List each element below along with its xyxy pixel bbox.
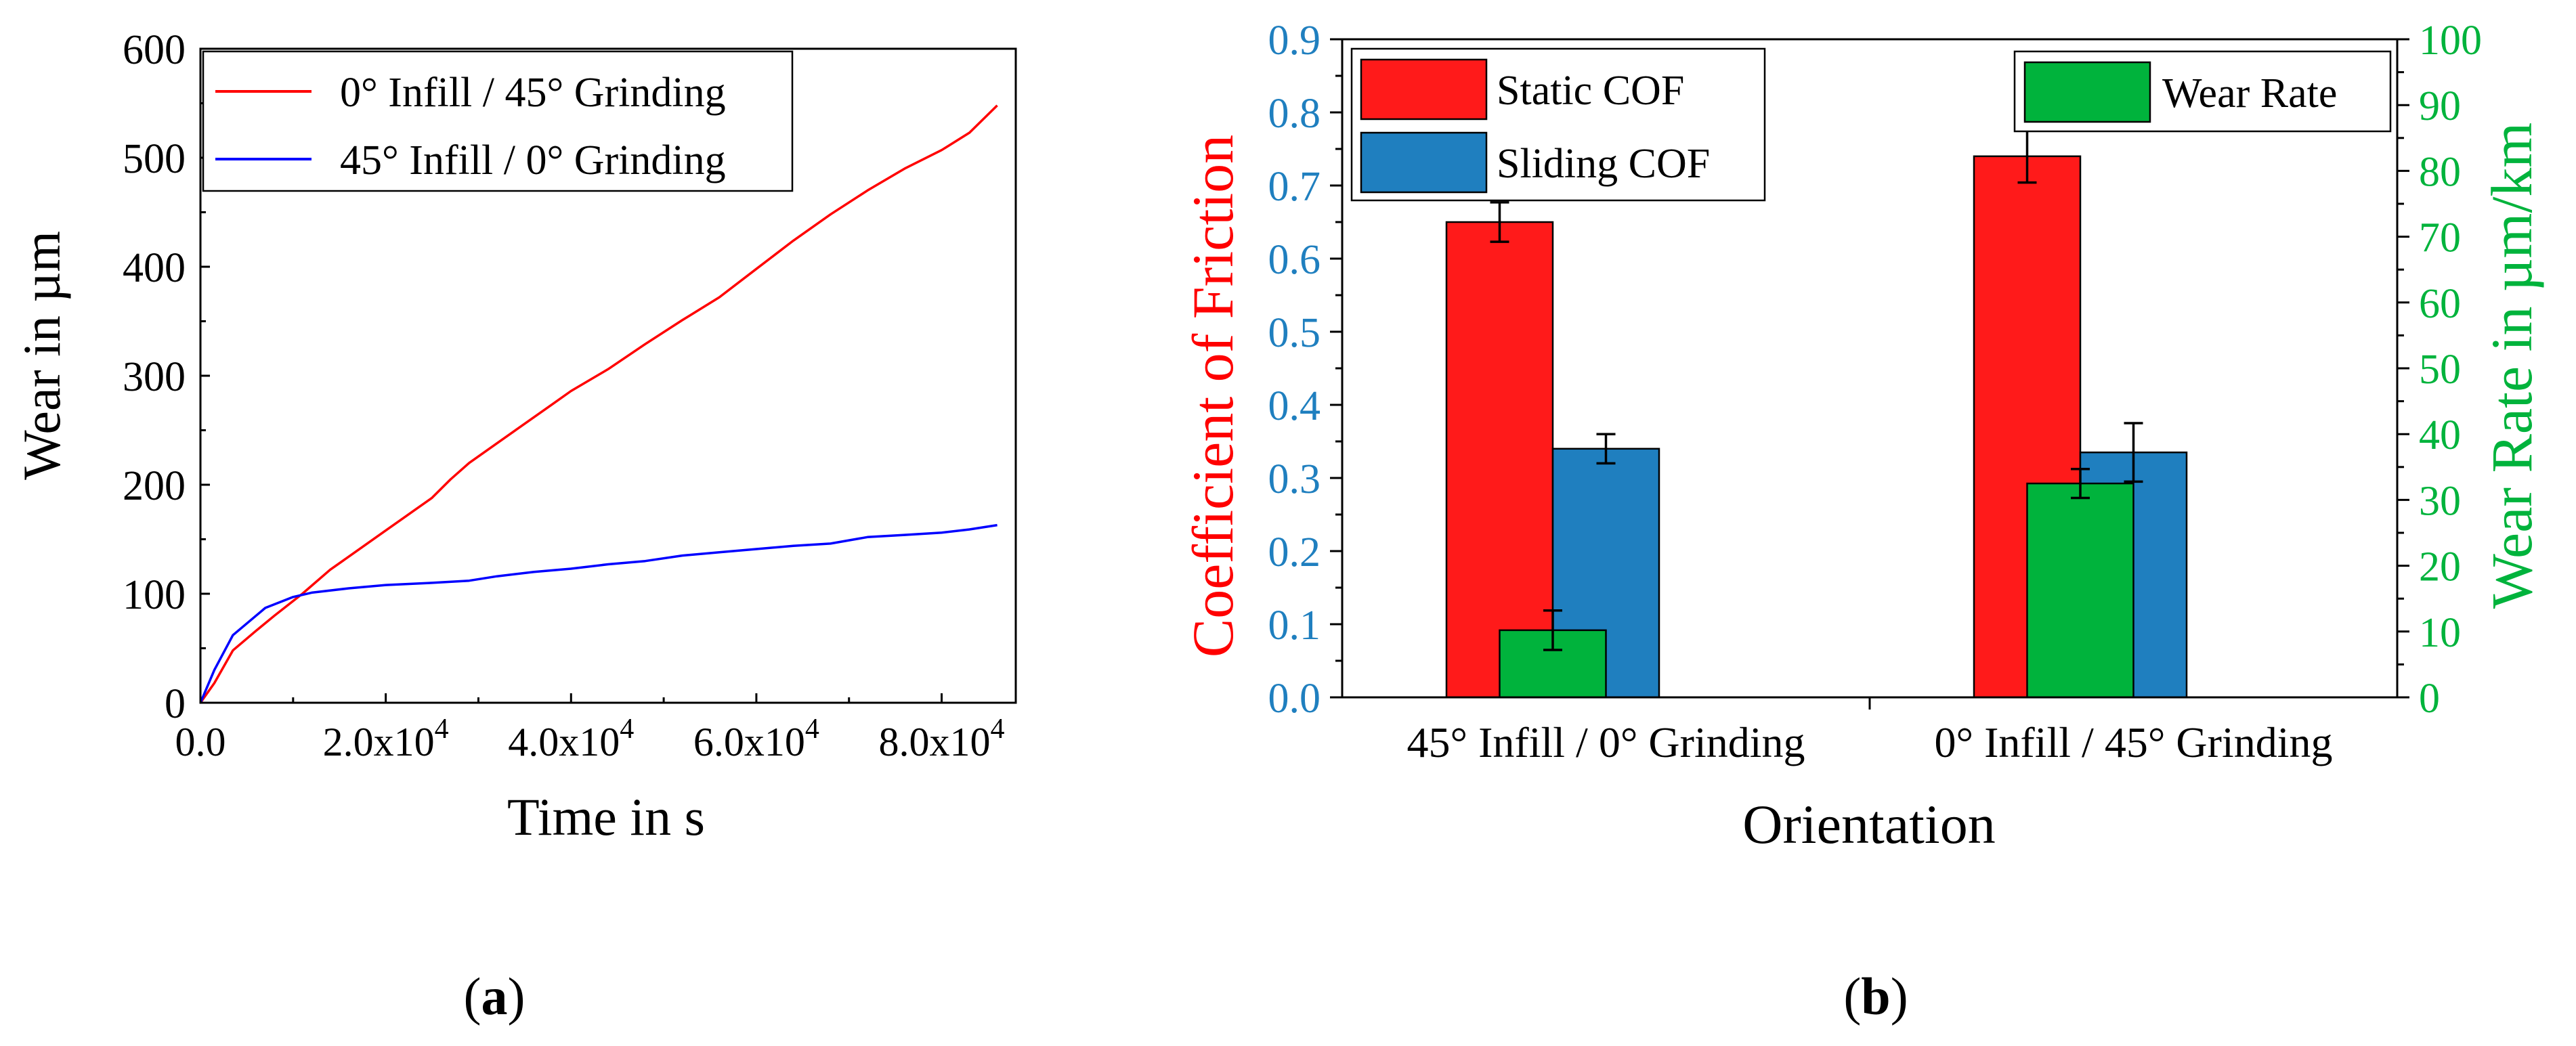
panel-b-left-y-axis-label: Coefficient of Friction — [1180, 135, 1245, 657]
panel-a-label: (a) — [464, 967, 525, 1026]
panel-a-x-tick-label: 4.0x104 — [508, 714, 634, 764]
panel-a-y-tick-label: 400 — [123, 245, 186, 291]
panel-a-series-line-1 — [199, 104, 998, 704]
panel-b-right-y-tick-label: 30 — [2419, 478, 2461, 524]
panel-a-y-tick-label: 100 — [123, 572, 186, 618]
panel-a-x-ticks: 0.0 2.0x104 4.0x104 6.0x104 8.0x104 — [175, 693, 1005, 764]
panel-b-right-y-tick-label: 0 — [2419, 676, 2440, 722]
panel-a-series-line-2 — [199, 523, 997, 703]
panel-b-right-y-tick-label: 20 — [2419, 544, 2461, 590]
panel-b-right-y-tick-label: 90 — [2419, 83, 2461, 129]
panel-b-legend-swatch-wear — [2023, 61, 2151, 123]
panel-b-legend-swatch-static — [1360, 58, 1488, 121]
panel-a-x-tick-label: 8.0x104 — [879, 714, 1005, 764]
panel-b-x-ticks: 45° Infill / 0° Grinding 0° Infill / 45° … — [1407, 697, 2333, 766]
panel-a-y-tick-label: 200 — [123, 463, 186, 509]
panel-b-legend-cof: Static COF Sliding COF — [1350, 47, 1766, 202]
panel-b-left-y-tick-label: 0.1 — [1268, 603, 1321, 649]
panel-b-bar-wear-2 — [2026, 482, 2134, 699]
panel-b-legend-swatch-sliding — [1360, 131, 1488, 194]
panel-a-line-chart: 0.0 2.0x104 4.0x104 6.0x104 8.0x104 01002003… — [12, 27, 1017, 1026]
panel-a-x-tick-label: 0.0 — [175, 720, 226, 764]
panel-b-right-y-tick-label: 40 — [2419, 412, 2461, 458]
panel-b-right-y-tick-label: 60 — [2419, 281, 2461, 327]
panel-b-bar-chart: 45° Infill / 0° Grinding 0° Infill / 45° … — [1180, 18, 2544, 1026]
panel-b-right-y-tick-label: 10 — [2419, 610, 2461, 656]
panel-a-x-tick-exponent: 4 — [620, 714, 634, 745]
panel-a-x-tick-mantissa: 0.0 — [175, 720, 226, 764]
panel-a-x-axis-label: Time in s — [507, 787, 705, 846]
panel-b-plot-area — [1445, 129, 2188, 699]
panel-a-y-tick-label: 500 — [123, 136, 186, 182]
panel-a-y-tick-label: 600 — [123, 27, 186, 73]
panel-a-legend-label-2: 45° Infill / 0° Grinding — [340, 137, 726, 183]
panel-a-legend-box — [202, 50, 794, 192]
panel-b-left-y-tick-label: 0.7 — [1268, 164, 1321, 210]
panel-b-legend-label-wear: Wear Rate — [2162, 70, 2337, 116]
panel-a-y-axis-label: Wear in µm — [12, 231, 71, 480]
panel-a-y-tick-label: 300 — [123, 354, 186, 400]
panel-b-label: (b) — [1843, 967, 1908, 1026]
panel-b-right-y-tick-label: 80 — [2419, 149, 2461, 195]
panel-b-bar-static-1 — [1445, 221, 1554, 699]
panel-a-y-tick-label: 0 — [165, 681, 186, 727]
panel-b-x-tick-label: 0° Infill / 45° Grinding — [1934, 718, 2332, 766]
panel-b-legend-label-static: Static COF — [1497, 68, 1684, 114]
panel-b-left-y-tick-label: 0.9 — [1268, 18, 1321, 64]
panel-b-right-y-tick-label: 70 — [2419, 215, 2461, 261]
panel-b-right-y-ticks: 0 10 20 30 40 50 60 70 80 90 100 — [2397, 18, 2482, 722]
panel-a-x-tick-mantissa: 8.0x10 — [879, 720, 991, 764]
panel-a-x-tick-exponent: 4 — [435, 714, 449, 745]
panel-b-left-y-tick-label: 0.8 — [1268, 91, 1321, 137]
panel-a-x-tick-mantissa: 4.0x10 — [508, 720, 620, 764]
panel-a-y-ticks: 0 100 200 300 400 500 600 — [123, 27, 210, 727]
panel-b-left-y-tick-label: 0.2 — [1268, 529, 1321, 575]
panel-b-right-y-tick-label: 100 — [2419, 18, 2482, 64]
panel-a-plot-area — [199, 104, 998, 704]
panel-b-left-y-tick-label: 0.4 — [1268, 383, 1321, 429]
panel-b-left-y-tick-label: 0.0 — [1268, 676, 1321, 722]
panel-a-x-tick-label: 6.0x104 — [693, 714, 819, 764]
panel-b-legend-wear: Wear Rate — [2013, 50, 2392, 133]
panel-b-left-y-ticks: 0.0 0.1 0.2 0.3 0.4 0.5 0.6 0.7 0.8 0.9 — [1268, 18, 1342, 722]
panel-a-x-tick-label: 2.0x104 — [323, 714, 449, 764]
panel-a-label-letter: a — [481, 967, 508, 1026]
panel-b-left-y-tick-label: 0.5 — [1268, 310, 1321, 356]
panel-a-x-tick-mantissa: 2.0x10 — [323, 720, 435, 764]
panel-b-label-letter: b — [1861, 967, 1890, 1026]
panel-a-x-tick-exponent: 4 — [805, 714, 819, 745]
panel-a-x-tick-mantissa: 6.0x10 — [693, 720, 805, 764]
panel-b-left-y-tick-label: 0.6 — [1268, 237, 1321, 283]
panel-b-right-y-tick-label: 50 — [2419, 347, 2461, 393]
panel-b-right-y-axis-label: Wear Rate in µm/km — [2479, 123, 2544, 609]
panel-b-legend-label-sliding: Sliding COF — [1497, 141, 1710, 187]
panel-a-x-tick-exponent: 4 — [991, 714, 1005, 745]
panel-b-x-axis-label: Orientation — [1742, 793, 1995, 855]
panel-b-left-y-tick-label: 0.3 — [1268, 456, 1321, 502]
panel-a-legend-label-1: 0° Infill / 45° Grinding — [340, 70, 726, 116]
panel-a-legend: 0° Infill / 45° Grinding 45° Infill / 0° … — [202, 50, 794, 192]
panel-b-x-tick-label: 45° Infill / 0° Grinding — [1407, 718, 1805, 766]
